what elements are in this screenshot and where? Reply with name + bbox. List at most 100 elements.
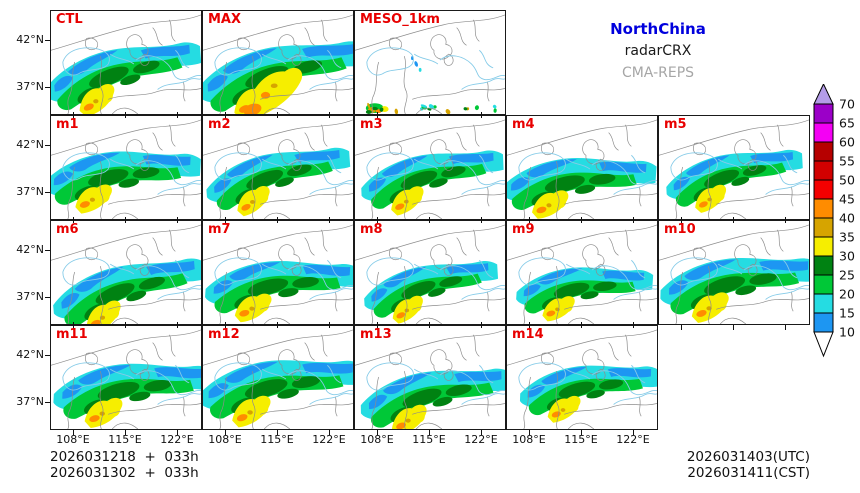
y-tick bbox=[45, 192, 50, 193]
x-tick bbox=[785, 217, 786, 223]
colorbar-segment bbox=[813, 217, 834, 238]
panel-label-CTL: CTL bbox=[56, 12, 83, 27]
panel-map-m3 bbox=[355, 119, 505, 219]
x-tick bbox=[377, 430, 378, 435]
colorbar-segment bbox=[813, 274, 834, 295]
panel-label-m1: m1 bbox=[56, 117, 79, 132]
panel-m13: m13 bbox=[354, 325, 506, 430]
x-tick bbox=[225, 430, 226, 435]
x-tick bbox=[377, 112, 378, 118]
colorbar-segment bbox=[813, 160, 834, 181]
init-time-utc: 2026031218 + 033h bbox=[50, 449, 199, 465]
x-tick bbox=[329, 430, 330, 435]
x-tick bbox=[225, 322, 226, 328]
x-tick bbox=[429, 430, 430, 435]
colorbar-segment bbox=[813, 312, 834, 333]
panel-label-m12: m12 bbox=[208, 327, 240, 342]
colorbar-segment bbox=[813, 141, 834, 162]
x-tick bbox=[73, 430, 74, 435]
panel-map-m1 bbox=[51, 119, 201, 219]
panel-m6: m6 bbox=[50, 220, 202, 325]
panel-label-m4: m4 bbox=[512, 117, 535, 132]
y-tick bbox=[45, 297, 50, 298]
y-tick bbox=[45, 87, 50, 88]
panel-map-m2 bbox=[203, 119, 353, 219]
y-tick-label: 37°N bbox=[16, 185, 44, 198]
panel-label-m9: m9 bbox=[512, 222, 535, 237]
panel-map-m7 bbox=[203, 224, 353, 324]
x-tick bbox=[429, 322, 430, 328]
panel-map-m14 bbox=[507, 329, 657, 429]
panel-label-m6: m6 bbox=[56, 222, 79, 237]
x-tick bbox=[329, 322, 330, 328]
panel-MESO_1km: MESO_1km bbox=[354, 10, 506, 115]
x-tick-label: 115°E bbox=[108, 433, 142, 446]
colorbar-label: 30 bbox=[839, 249, 855, 264]
x-tick-label: 122°E bbox=[160, 433, 194, 446]
panel-map-m10 bbox=[659, 224, 809, 324]
x-tick-label: 122°E bbox=[312, 433, 346, 446]
colorbar-label: 45 bbox=[839, 192, 855, 207]
colorbar-label: 65 bbox=[839, 116, 855, 131]
x-tick bbox=[785, 325, 786, 330]
colorbar-segment bbox=[813, 255, 834, 276]
x-tick bbox=[633, 430, 634, 435]
panel-m1: m1 bbox=[50, 115, 202, 220]
x-tick bbox=[73, 217, 74, 223]
colorbar-under-arrow bbox=[813, 331, 834, 358]
colorbar-segment bbox=[813, 293, 834, 314]
x-tick bbox=[277, 322, 278, 328]
x-tick bbox=[73, 112, 74, 118]
x-tick bbox=[529, 217, 530, 223]
x-tick bbox=[177, 430, 178, 435]
product-title: radarCRX bbox=[624, 43, 692, 59]
panel-m11: m11 bbox=[50, 325, 202, 430]
valid-time-cst: 2026031411(CST) bbox=[687, 465, 810, 481]
x-tick-label: 115°E bbox=[564, 433, 598, 446]
x-tick bbox=[377, 322, 378, 328]
x-tick-label: 108°E bbox=[512, 433, 546, 446]
x-tick bbox=[125, 112, 126, 118]
colorbar-segment bbox=[813, 103, 834, 124]
model-title: CMA-REPS bbox=[621, 65, 695, 81]
y-tick bbox=[45, 250, 50, 251]
x-tick-label: 122°E bbox=[464, 433, 498, 446]
panel-map-CTL bbox=[51, 14, 201, 114]
x-tick bbox=[529, 322, 530, 328]
panel-map-m4 bbox=[507, 119, 657, 219]
x-tick bbox=[429, 217, 430, 223]
x-tick bbox=[633, 217, 634, 223]
y-tick-label: 42°N bbox=[16, 33, 44, 46]
x-tick bbox=[481, 322, 482, 328]
panel-m7: m7 bbox=[202, 220, 354, 325]
x-tick bbox=[581, 322, 582, 328]
panel-label-m10: m10 bbox=[664, 222, 696, 237]
x-tick-label: 122°E bbox=[616, 433, 650, 446]
x-tick bbox=[681, 325, 682, 330]
colorbar-label: 60 bbox=[839, 135, 855, 150]
x-tick bbox=[277, 217, 278, 223]
x-tick bbox=[481, 112, 482, 118]
panel-map-m13 bbox=[355, 329, 505, 429]
panel-map-m5 bbox=[659, 119, 809, 219]
y-tick bbox=[45, 145, 50, 146]
panel-m2: m2 bbox=[202, 115, 354, 220]
panel-map-m11 bbox=[51, 329, 201, 429]
panel-label-m14: m14 bbox=[512, 327, 544, 342]
x-tick bbox=[733, 217, 734, 223]
panel-m12: m12 bbox=[202, 325, 354, 430]
y-tick-label: 42°N bbox=[16, 348, 44, 361]
x-tick-label: 115°E bbox=[412, 433, 446, 446]
colorbar-segment bbox=[813, 198, 834, 219]
x-tick bbox=[581, 217, 582, 223]
x-tick bbox=[329, 112, 330, 118]
panel-MAX: MAX bbox=[202, 10, 354, 115]
panel-label-m8: m8 bbox=[360, 222, 383, 237]
panel-label-m2: m2 bbox=[208, 117, 231, 132]
valid-time-utc: 2026031403(UTC) bbox=[686, 449, 810, 465]
y-tick bbox=[45, 402, 50, 403]
init-time-cst: 2026031302 + 033h bbox=[50, 465, 199, 481]
x-tick bbox=[581, 430, 582, 435]
colorbar-segment bbox=[813, 236, 834, 257]
panel-map-m8 bbox=[355, 224, 505, 324]
